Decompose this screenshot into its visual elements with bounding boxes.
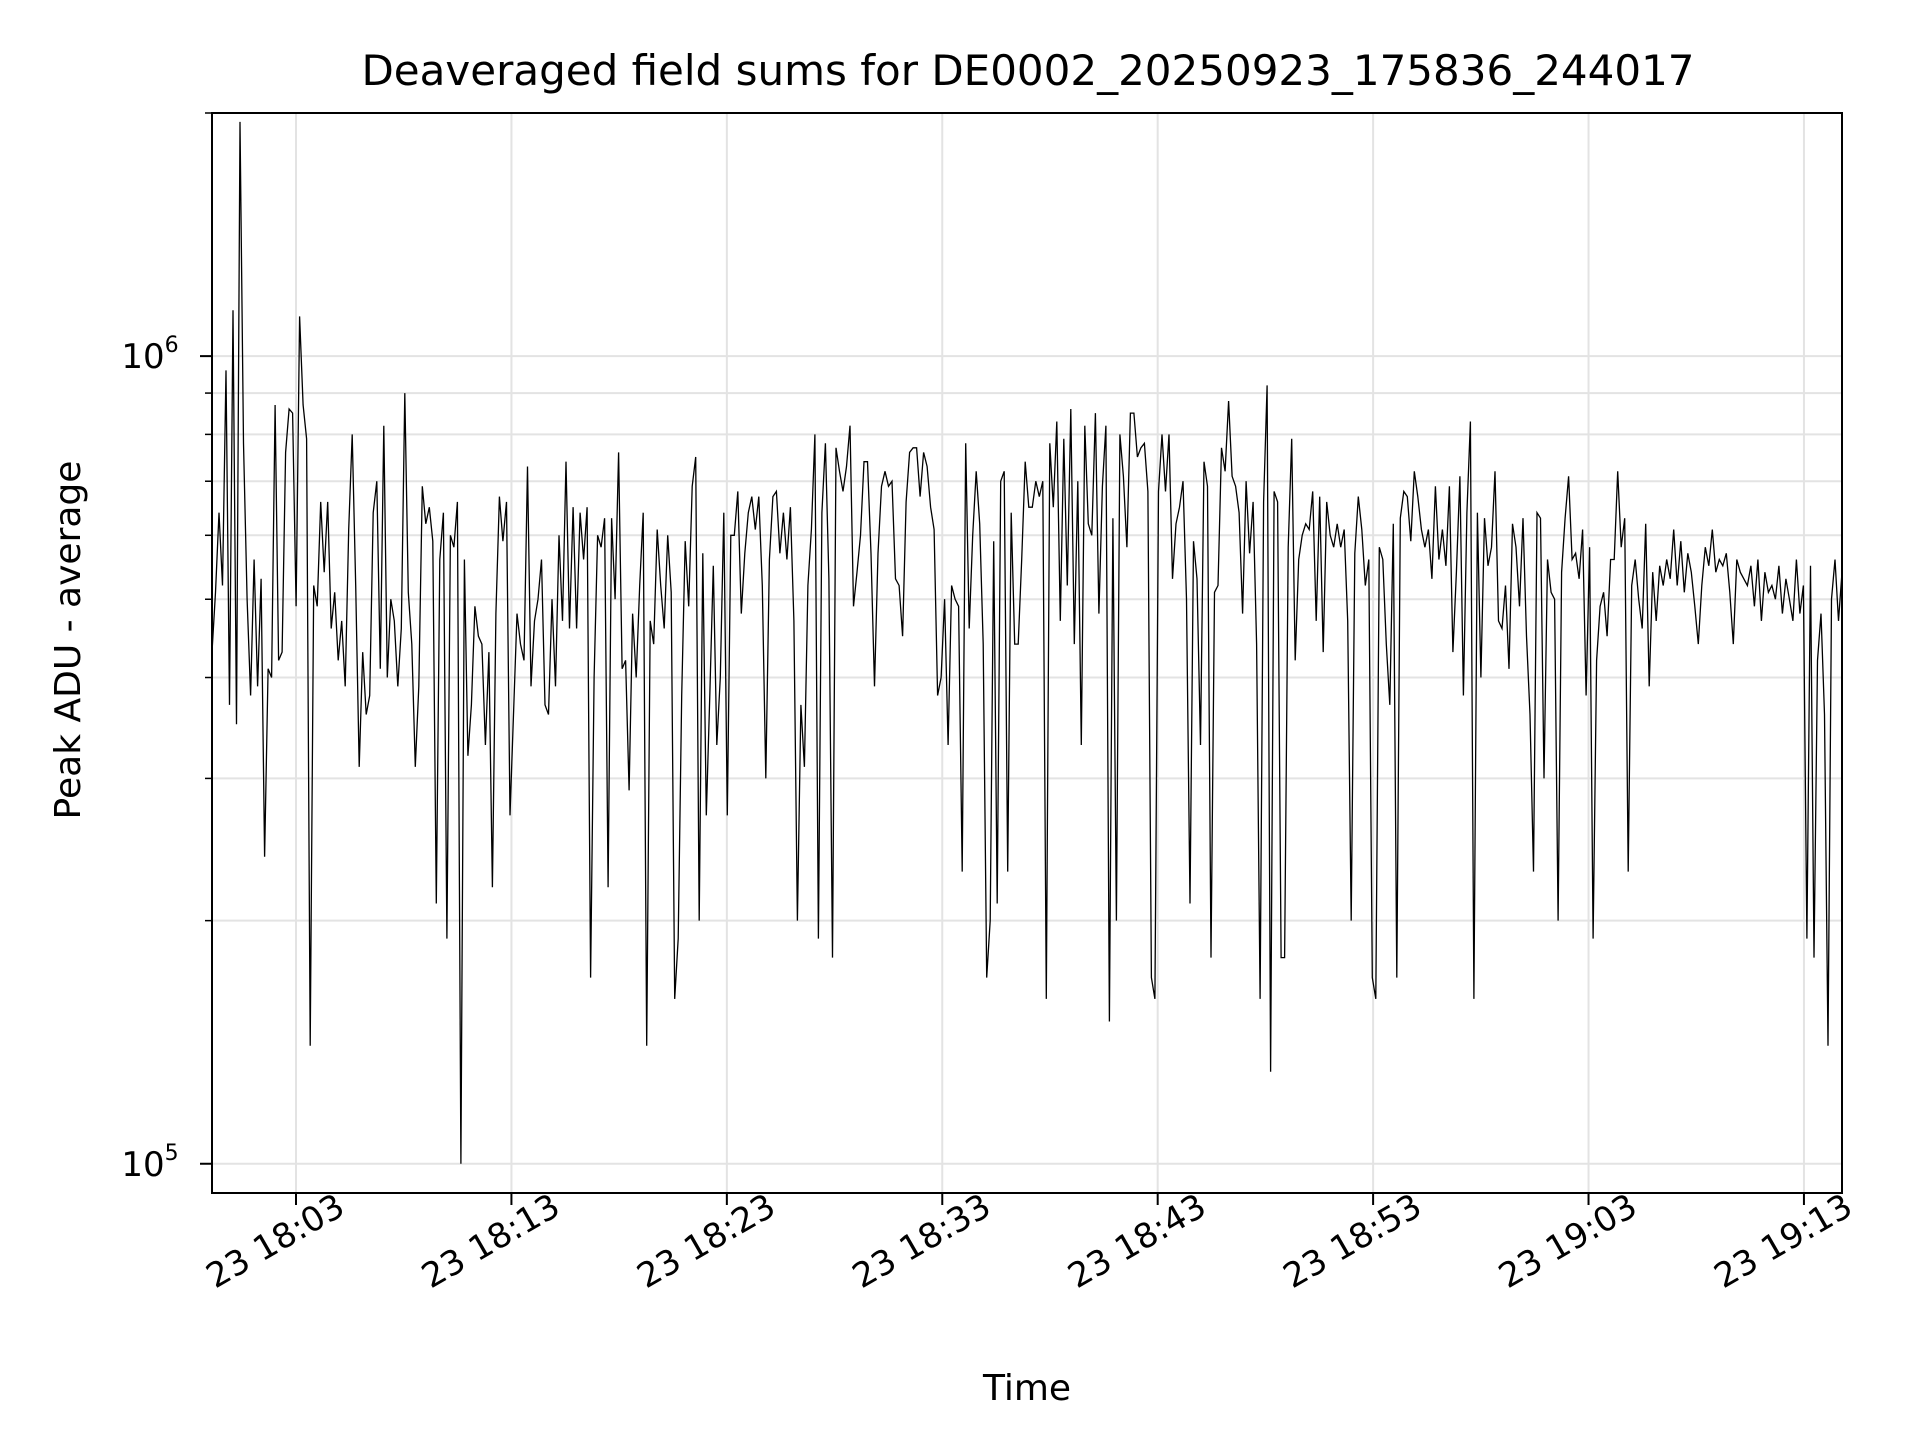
y-tick-exponent: 5 (165, 1141, 179, 1166)
x-tick-label: 23 18:13 (415, 1186, 567, 1297)
y-axis-label: Peak ADU - average (48, 461, 89, 820)
y-tick-base: 10 (121, 1145, 164, 1185)
y-tick-base: 10 (121, 337, 164, 377)
x-tick-label: 23 19:03 (1492, 1186, 1644, 1297)
x-axis-ticks: 23 18:03 23 18:13 23 18:23 23 18:33 23 18:43… (200, 1186, 1860, 1297)
x-tick-label: 23 18:53 (1277, 1186, 1429, 1297)
y-tick-exponent: 6 (165, 333, 179, 358)
x-tick-label: 23 18:03 (200, 1186, 352, 1297)
data-line-layer (211, 121, 1843, 1164)
x-tick-label: 23 19:13 (1708, 1186, 1860, 1297)
plot-area-frame (211, 112, 1843, 1194)
x-tick-label: 23 18:43 (1061, 1186, 1213, 1297)
y-tick-label: 106 (121, 333, 178, 377)
chart-title: Deaveraged field sums for DE0002_2025092… (361, 46, 1694, 95)
x-axis-label: Time (982, 1368, 1071, 1409)
x-tick-label: 23 18:33 (846, 1186, 998, 1297)
series-line-0 (211, 121, 1843, 1164)
y-tick-label: 105 (121, 1141, 178, 1185)
x-tick-label: 23 18:23 (631, 1186, 783, 1297)
